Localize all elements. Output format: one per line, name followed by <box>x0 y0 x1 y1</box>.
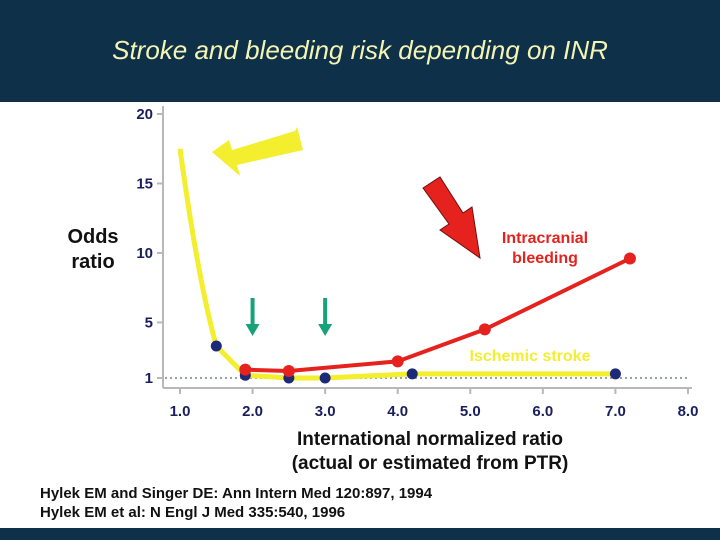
ischemic-stroke-line <box>177 148 616 381</box>
ischemic-stroke-point <box>319 372 331 384</box>
bleeding-label-line2: bleeding <box>512 250 578 267</box>
ischemic-stroke-point <box>609 368 621 380</box>
x-tick-label: 6.0 <box>532 403 553 420</box>
green-arrow-head <box>245 324 260 336</box>
y-axis-title-line1: Odds <box>67 226 118 248</box>
y-tick-label: 10 <box>136 245 153 262</box>
x-tick-label: 5.0 <box>460 403 481 420</box>
reference-2: Hylek EM et al: N Engl J Med 335:540, 19… <box>40 504 346 521</box>
red-arrow <box>422 176 481 260</box>
ischemic-label: Ischemic stroke <box>470 348 591 365</box>
x-axis-title-line1: International normalized ratio <box>297 429 563 450</box>
intracranial-bleeding-point <box>623 252 636 265</box>
x-tick-label: 1.0 <box>170 403 191 420</box>
x-tick-label: 4.0 <box>387 403 408 420</box>
y-tick-label: 15 <box>136 175 153 192</box>
reference-1: Hylek EM and Singer DE: Ann Intern Med 1… <box>40 485 433 502</box>
x-axis-title-line2: (actual or estimated from PTR) <box>292 453 569 474</box>
y-tick-label: 5 <box>145 314 153 331</box>
ischemic-stroke-point <box>406 368 418 380</box>
yellow-arrow <box>212 127 303 176</box>
y-tick-label: 20 <box>136 106 153 123</box>
intracranial-bleeding-point <box>282 365 295 378</box>
y-tick-label: 1 <box>145 370 153 387</box>
intracranial-bleeding-point <box>391 355 404 368</box>
series-intracranial-bleeding <box>239 252 636 378</box>
x-tick-label: 3.0 <box>315 403 336 420</box>
x-tick-label: 8.0 <box>678 403 699 420</box>
bottom-bar <box>0 528 720 540</box>
intracranial-bleeding-point <box>478 323 491 336</box>
bleeding-label-line1: Intracranial <box>502 230 588 247</box>
slide-title: Stroke and bleeding risk depending on IN… <box>112 35 608 65</box>
x-tick-label: 7.0 <box>605 403 626 420</box>
title-bar <box>0 0 720 102</box>
references: Hylek EM and Singer DE: Ann Intern Med 1… <box>40 484 432 522</box>
arrows <box>212 127 481 336</box>
intracranial-bleeding-point <box>239 363 252 376</box>
ischemic-stroke-point <box>210 340 222 352</box>
x-tick-label: 2.0 <box>242 403 263 420</box>
green-arrow-head <box>318 324 333 336</box>
y-axis-title-line2: ratio <box>71 251 114 273</box>
